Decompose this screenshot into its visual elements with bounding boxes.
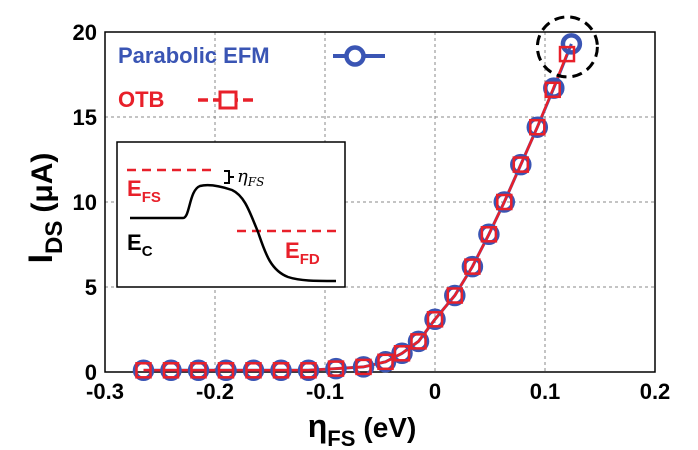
inset-eta-bracket (224, 170, 234, 184)
otb-point (480, 226, 498, 243)
parabolic-efm-point (510, 153, 532, 176)
legend-marker-parabolic (344, 45, 366, 67)
highlight-dashed-circle (535, 15, 599, 79)
x-tick-label: -0.3 (86, 379, 124, 404)
parabolic-efm-point (270, 359, 292, 382)
parabolic-efm-point (478, 223, 500, 246)
parabolic-efm-point (160, 359, 182, 382)
otb-point (426, 311, 444, 328)
x-axis-label-sub: FS (327, 426, 355, 450)
legend-marker-otb (218, 90, 238, 110)
plot-frame (104, 31, 656, 373)
legend-label-otb: OTB (118, 87, 164, 112)
y-tick-label: 15 (73, 105, 97, 130)
otb-point (217, 362, 235, 379)
x-tick-label: 0 (429, 379, 441, 404)
inset-efs-main: E (127, 176, 142, 201)
inset-ec-label: EC (127, 230, 153, 260)
otb-point (355, 358, 372, 376)
parabolic-efm-point (407, 330, 430, 353)
x-tick-label: 0.2 (640, 379, 671, 404)
legend-symbol-parabolic-efm (333, 45, 385, 67)
parabolic-efm-point (444, 284, 466, 307)
y-tick-label: 5 (85, 275, 97, 300)
parabolic-efm-point (325, 357, 347, 380)
otb-point (190, 362, 207, 379)
inset-ec-main: E (127, 230, 142, 255)
inset-efs-sub: FS (142, 189, 161, 206)
x-tick-label: 0.1 (530, 379, 561, 404)
legend: Parabolic EFM OTB (118, 43, 385, 112)
parabolic-efm-point (187, 359, 210, 382)
otb-point (272, 362, 290, 379)
otb-point (446, 287, 464, 304)
y-axis-label: IDS (μA) (22, 153, 68, 264)
otb-point (245, 362, 262, 379)
inset-conduction-band-curve (130, 183, 337, 283)
y-axis-label-unit: (μA) (26, 153, 59, 213)
parabolic-efm-markers (132, 33, 583, 382)
inset-efd-label: EFD (285, 238, 320, 268)
inset-efd-main: E (285, 238, 300, 263)
parabolic-efm-point (424, 308, 446, 331)
x-tick-labels: -0.3 -0.2 -0.1 0 0.1 0.2 (86, 379, 670, 404)
x-tick-label: -0.1 (306, 379, 344, 404)
otb-point (512, 156, 530, 173)
otb-point (558, 45, 576, 63)
y-tick-label: 20 (73, 20, 97, 45)
y-axis-label-sub: DS (41, 221, 68, 254)
y-tick-labels: 0 5 10 15 20 (73, 20, 97, 385)
x-tick-label: -0.2 (196, 379, 234, 404)
otb-point (377, 353, 394, 371)
parabolic-efm-point (526, 116, 549, 138)
parabolic-efm-point (461, 255, 484, 278)
parabolic-efm-point (374, 351, 397, 373)
otb-point (464, 258, 481, 275)
inset-frame (116, 141, 346, 288)
parabolic-efm-point (242, 359, 265, 382)
otb-point (544, 81, 561, 99)
legend-symbol-otb (198, 90, 258, 110)
y-tick-label: 10 (73, 190, 97, 215)
otb-point (135, 362, 152, 379)
otb-point (410, 333, 427, 350)
x-axis-label: ηFS (eV) (308, 408, 417, 450)
inset-ec-sub: C (142, 243, 153, 260)
parabolic-efm-point (560, 33, 583, 55)
parabolic-efm-point (132, 359, 155, 382)
parabolic-efm-point (352, 356, 375, 378)
parabolic-efm-point (215, 359, 237, 382)
parabolic-efm-point (297, 359, 320, 382)
otb-point (393, 345, 411, 362)
band-diagram-inset: ηFS EFS EC EFD (116, 141, 346, 288)
otb-point (300, 362, 317, 379)
inset-efd-sub: FD (300, 251, 320, 268)
inset-efs-label: EFS (127, 176, 161, 206)
legend-item-parabolic-efm: Parabolic EFM (118, 43, 385, 68)
inset-eta-symbol: η (237, 166, 248, 187)
y-tick-label: 0 (85, 360, 97, 385)
y-axis-label-main: I (22, 254, 60, 263)
legend-label-parabolic-efm: Parabolic EFM (118, 43, 270, 68)
parabolic-efm-point (391, 342, 413, 365)
otb-point (162, 362, 180, 379)
inset-eta-label: ηFS (237, 166, 264, 189)
otb-point (327, 360, 345, 377)
inset-eta-sub: FS (247, 175, 265, 189)
otb-point (496, 193, 513, 211)
otb-markers (135, 45, 576, 379)
otb-point (529, 118, 546, 136)
legend-item-otb: OTB (118, 87, 258, 112)
x-axis-label-symbol: η (308, 408, 328, 444)
parabolic-efm-point (493, 191, 516, 213)
x-axis-label-unit: (eV) (363, 412, 416, 443)
